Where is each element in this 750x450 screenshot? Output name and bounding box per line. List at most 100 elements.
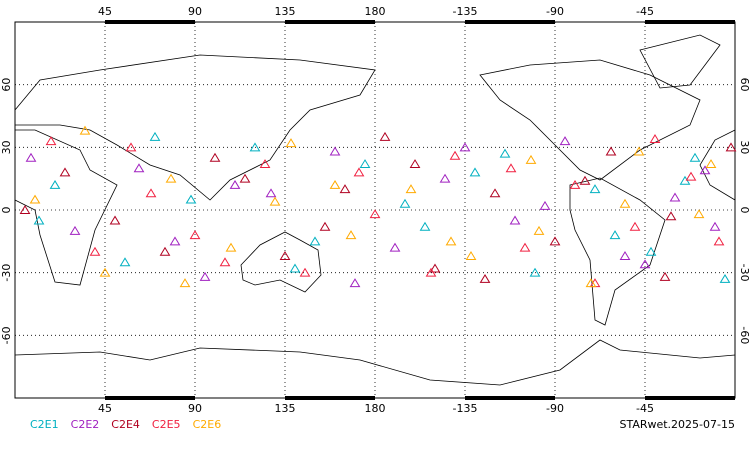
occultation-point [699,165,711,175]
occultation-point [529,267,541,277]
occultation-point [609,230,621,240]
occultation-point [19,205,31,214]
occultation-point [449,150,461,160]
occultation-point [479,273,491,283]
occultation-point [209,152,221,162]
occultation-point [705,159,717,169]
occultation-point [299,267,311,277]
y-tick-label: 30 [738,140,750,154]
occultation-point [69,225,81,235]
occultation-point [165,173,177,183]
x-tick-label: 135 [275,5,296,18]
legend-entry: C2E4 [111,418,140,431]
occultation-point [169,236,181,246]
occultation-point [425,267,437,277]
occultation-point [645,246,657,256]
occultation-point [185,194,197,204]
occultation-point [489,188,501,198]
x-tick-label: 135 [275,402,296,415]
occultation-point [359,159,371,169]
occultation-point [329,179,341,189]
occultation-point [533,225,545,235]
occultation-point [379,131,391,141]
occultation-point [45,136,57,146]
occultation-point [505,163,517,173]
occultation-point [439,173,451,183]
occultation-point [549,236,561,246]
occultation-point [469,167,481,177]
occultation-point [709,221,721,231]
occultation-point [109,215,121,225]
occultation-point [119,257,131,267]
occultation-point [693,209,705,219]
occultation-point [725,142,737,152]
x-tick-label: 45 [98,402,112,415]
occultation-point [265,188,277,198]
x-tick-label: -45 [636,5,654,18]
occultation-point [689,152,701,162]
occultation-point [145,188,157,198]
occultation-point [79,125,91,135]
occultation-point [585,278,597,288]
occultation-point [629,221,641,231]
occultation-point [559,136,571,146]
y-tick-label: 30 [0,140,13,154]
occultation-point [225,242,237,252]
legend-entry: C2E1 [30,418,59,431]
occultation-point [219,257,231,267]
axis-bars [105,20,735,400]
y-tick-label: 0 [0,207,13,214]
occultation-point [525,154,537,164]
occultation-point [713,236,725,246]
occultation-point [685,171,697,181]
occultation-point [639,259,651,269]
x-tick-label: 180 [365,402,386,415]
occultation-point [149,131,161,141]
occultation-point [159,246,171,256]
x-tick-label: 90 [188,402,202,415]
occultation-point [659,271,671,281]
occultation-point [633,146,645,156]
occultation-point [199,271,211,281]
y-tick-label: -60 [0,326,13,344]
occultation-point [409,159,421,169]
occultation-point [89,246,101,256]
occultation-point [179,278,191,288]
occultation-point [279,250,291,260]
occultation-point [339,184,351,194]
y-tick-label: -60 [738,326,750,344]
occultation-point [33,215,45,225]
occultation-point [345,230,357,240]
y-tick-label: 60 [738,78,750,92]
y-tick-label: 0 [738,207,750,214]
occultation-point [229,179,241,189]
occultation-point [189,230,201,240]
legend-entry: C2E6 [193,418,222,431]
x-tick-label: -135 [453,5,478,18]
x-tick-label: -90 [546,5,564,18]
occultation-point [649,134,661,143]
occultation-point [389,242,401,252]
occultation-point [249,142,261,152]
occultation-point [589,184,601,194]
occultation-point [445,236,457,246]
occultation-point [619,250,631,260]
occultation-point [25,152,37,162]
occultation-point [269,196,281,206]
footer-label: STARwet.2025-07-15 [619,418,735,431]
legend-entry: C2E5 [152,418,181,431]
occultation-point [49,179,61,189]
x-tick-label: -90 [546,402,564,415]
legend-entry: C2E2 [71,418,100,431]
occultation-point [665,211,677,221]
occultation-point [669,192,681,202]
occultation-point [133,163,145,173]
occultation-point [719,273,731,283]
occultation-point [285,138,297,148]
occultation-point [579,175,591,185]
y-tick-label: -30 [738,264,750,282]
occultation-point [29,194,41,204]
occultation-point [259,159,271,169]
y-tick-label: 60 [0,78,13,92]
occultation-point [125,142,137,152]
